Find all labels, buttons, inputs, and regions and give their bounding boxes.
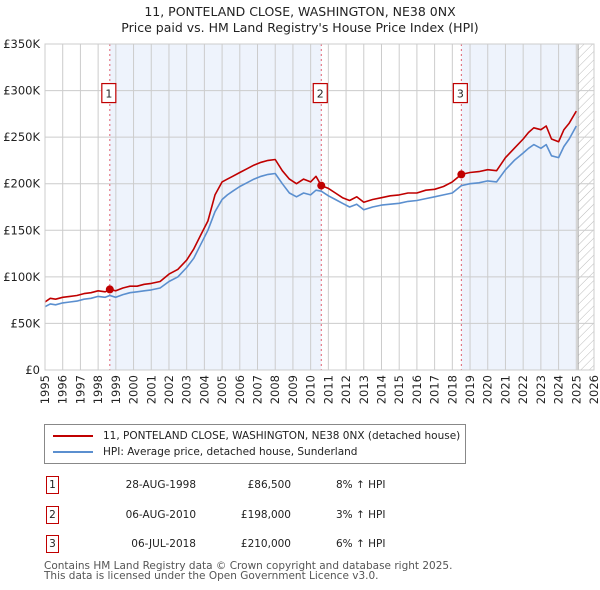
y-tick-label: £0 bbox=[25, 363, 40, 377]
sale-marker-label: 2 bbox=[317, 88, 324, 101]
legend-property-label: 11, PONTELAND CLOSE, WASHINGTON, NE38 0N… bbox=[103, 430, 461, 442]
transaction-price: £198,000 bbox=[240, 509, 291, 521]
footer-line-1: Contains HM Land Registry data © Crown c… bbox=[44, 560, 453, 572]
footer-line-2: This data is licensed under the Open Gov… bbox=[44, 570, 379, 582]
x-tick-label: 2001 bbox=[144, 375, 158, 404]
x-tick-label: 2011 bbox=[321, 375, 335, 404]
ownership-period-shade bbox=[461, 44, 577, 370]
sale-marker-label: 3 bbox=[457, 88, 464, 101]
chart-subtitle: Price paid vs. HM Land Registry's House … bbox=[121, 20, 479, 35]
y-tick-label: £300K bbox=[3, 84, 40, 98]
transaction-hpi-diff: 3% ↑ HPI bbox=[336, 509, 386, 521]
sale-point bbox=[105, 285, 114, 294]
x-tick-label: 2003 bbox=[180, 375, 194, 404]
y-tick-label: £100K bbox=[3, 270, 40, 284]
footer-attribution: Contains HM Land Registry data © Crown c… bbox=[44, 560, 453, 582]
transaction-number-badge: 1 bbox=[46, 476, 59, 494]
transaction-hpi-diff: 8% ↑ HPI bbox=[336, 479, 386, 491]
x-tick-label: 2014 bbox=[374, 375, 388, 404]
transaction-date: 28-AUG-1998 bbox=[125, 479, 196, 491]
x-tick-label: 2008 bbox=[268, 375, 282, 404]
ownership-period-shade bbox=[109, 44, 322, 370]
x-tick-label: 2006 bbox=[233, 375, 247, 404]
legend-item-hpi: HPI: Average price, detached house, Sund… bbox=[53, 445, 357, 459]
sale-point bbox=[317, 181, 326, 190]
y-tick-label: £250K bbox=[3, 130, 40, 144]
future-hatch-region bbox=[578, 44, 594, 370]
sale-marker-box bbox=[101, 82, 117, 104]
x-tick-label: 2000 bbox=[127, 375, 141, 404]
x-tick-label: 2024 bbox=[552, 375, 566, 404]
legend-hpi-label: HPI: Average price, detached house, Sund… bbox=[103, 446, 358, 458]
sale-point bbox=[457, 170, 466, 179]
x-tick-label: 2021 bbox=[498, 375, 512, 404]
x-tick-label: 1996 bbox=[56, 375, 70, 404]
x-tick-label: 2013 bbox=[357, 375, 371, 404]
legend: 11, PONTELAND CLOSE, WASHINGTON, NE38 0N… bbox=[44, 424, 466, 464]
x-tick-label: 2022 bbox=[516, 375, 530, 404]
transaction-number-badge: 3 bbox=[46, 535, 59, 553]
sale-marker-box bbox=[452, 82, 468, 104]
legend-item-property: 11, PONTELAND CLOSE, WASHINGTON, NE38 0N… bbox=[53, 429, 460, 443]
hpi-line bbox=[44, 125, 578, 308]
x-tick-label: 2009 bbox=[286, 375, 300, 404]
x-tick-label: 2026 bbox=[587, 375, 600, 404]
x-tick-label: 1995 bbox=[38, 375, 52, 404]
y-tick-label: £350K bbox=[3, 37, 40, 51]
x-tick-label: 2025 bbox=[569, 375, 583, 404]
x-tick-label: 2010 bbox=[304, 375, 318, 404]
property-line-swatch bbox=[53, 435, 93, 437]
x-tick-label: 2015 bbox=[392, 375, 406, 404]
x-tick-label: 2020 bbox=[481, 375, 495, 404]
y-tick-label: £50K bbox=[11, 316, 41, 330]
sale-marker-box bbox=[312, 82, 328, 104]
x-tick-label: 2012 bbox=[339, 375, 353, 404]
y-tick-label: £200K bbox=[3, 177, 40, 191]
x-tick-label: 2018 bbox=[445, 375, 459, 404]
chart-title: 11, PONTELAND CLOSE, WASHINGTON, NE38 0N… bbox=[144, 4, 456, 19]
transaction-price: £210,000 bbox=[240, 538, 291, 550]
x-tick-label: 2007 bbox=[251, 375, 265, 404]
x-tick-label: 1999 bbox=[109, 375, 123, 404]
transaction-price: £86,500 bbox=[247, 479, 291, 491]
x-tick-label: 2016 bbox=[410, 375, 424, 404]
x-tick-label: 1997 bbox=[73, 375, 87, 404]
x-tick-label: 2005 bbox=[215, 375, 229, 404]
price-chart: 1 2 3 £0 £50K £100K £150K £200K £250K £300K £350K… bbox=[3, 37, 600, 404]
x-tick-label: 2019 bbox=[463, 375, 477, 404]
x-tick-label: 2002 bbox=[162, 375, 176, 404]
x-tick-label: 1998 bbox=[91, 375, 105, 404]
transaction-date: 06-JUL-2018 bbox=[131, 538, 196, 550]
sale-marker-label: 1 bbox=[105, 88, 112, 101]
hpi-line-swatch bbox=[53, 451, 93, 453]
transaction-date: 06-AUG-2010 bbox=[125, 509, 196, 521]
x-tick-label: 2017 bbox=[428, 375, 442, 404]
y-tick-label: £150K bbox=[3, 223, 40, 237]
x-tick-label: 2023 bbox=[534, 375, 548, 404]
transaction-number-badge: 2 bbox=[46, 506, 59, 524]
x-tick-label: 2004 bbox=[197, 375, 211, 404]
property-price-line bbox=[44, 110, 577, 303]
transaction-hpi-diff: 6% ↑ HPI bbox=[336, 538, 386, 550]
plot-frame bbox=[44, 43, 595, 371]
